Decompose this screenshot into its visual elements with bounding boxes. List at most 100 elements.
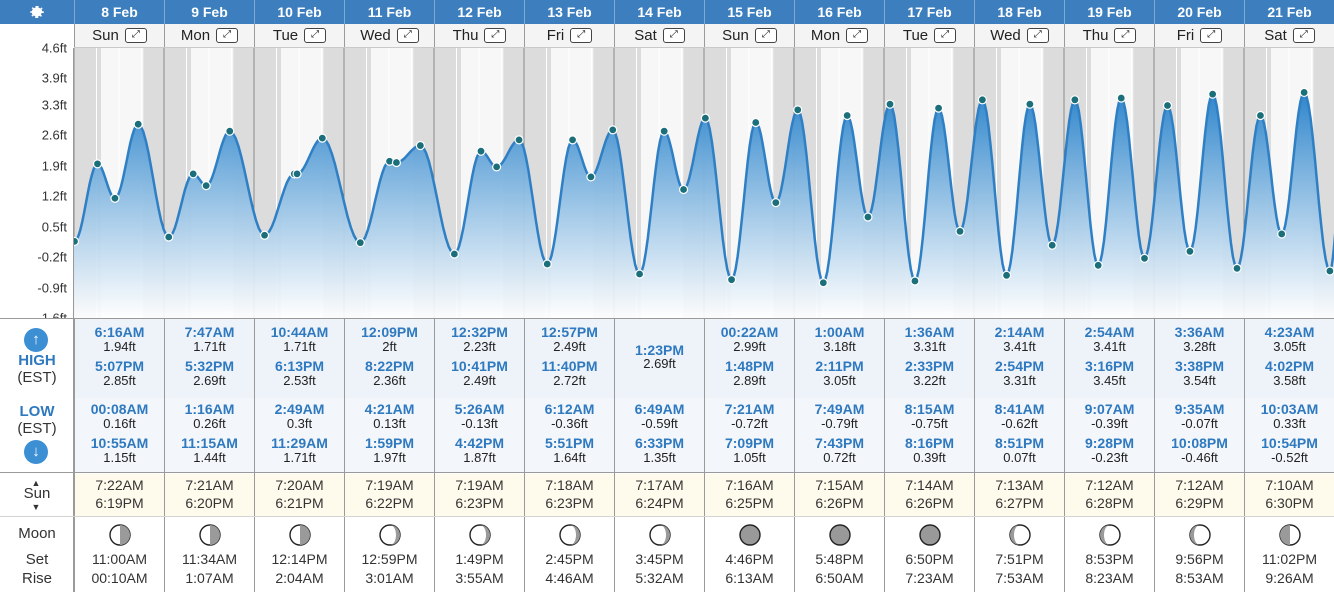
tide-extreme-point[interactable] bbox=[977, 95, 987, 105]
tide-extreme-point[interactable] bbox=[885, 99, 895, 109]
tide-extreme-point[interactable] bbox=[1277, 229, 1287, 239]
expand-icon[interactable]: ⤢ bbox=[934, 28, 957, 43]
moonrise-time: 6:50AM bbox=[815, 570, 864, 586]
moonset-time: 11:02PM bbox=[1262, 551, 1317, 567]
tide-extreme-point[interactable] bbox=[201, 181, 211, 191]
date-column-header: 19 Feb bbox=[1064, 0, 1154, 24]
tide-extreme-point[interactable] bbox=[1093, 260, 1103, 270]
tide-extreme-point[interactable] bbox=[188, 169, 198, 179]
tide-extreme-point[interactable] bbox=[678, 184, 689, 195]
tide-extreme-point[interactable] bbox=[92, 159, 103, 169]
tide-extreme-point[interactable] bbox=[317, 133, 327, 143]
tide-extreme-point[interactable] bbox=[74, 236, 80, 246]
tide-extreme-point[interactable] bbox=[1255, 110, 1266, 121]
day-name: Thu bbox=[1082, 27, 1109, 44]
settings-button[interactable] bbox=[0, 0, 74, 24]
tide-extreme-point[interactable] bbox=[449, 249, 459, 259]
tide-extreme-point[interactable] bbox=[793, 105, 803, 115]
tide-extreme-point[interactable] bbox=[700, 113, 710, 123]
up-arrow-icon[interactable]: ↑ bbox=[24, 328, 48, 352]
tide-extreme-point[interactable] bbox=[1325, 266, 1334, 276]
expand-icon[interactable]: ⤢ bbox=[754, 28, 777, 43]
tide-extreme-point[interactable] bbox=[355, 238, 365, 248]
tide-extreme-point[interactable] bbox=[492, 162, 502, 172]
low-tide-time: 10:54PM bbox=[1261, 435, 1318, 451]
expand-icon[interactable]: ⤢ bbox=[846, 28, 869, 43]
expand-icon[interactable]: ⤢ bbox=[216, 28, 239, 43]
day-cell: Tue ⤢ bbox=[885, 24, 974, 47]
tide-extreme-point[interactable] bbox=[726, 275, 737, 285]
moonrise-time: 9:26AM bbox=[1265, 570, 1314, 586]
tide-extreme-point[interactable] bbox=[1185, 246, 1195, 256]
tide-extreme-point[interactable] bbox=[133, 119, 143, 129]
tide-extreme-point[interactable] bbox=[1116, 93, 1126, 103]
expand-icon[interactable]: ⤢ bbox=[570, 28, 593, 43]
tide-extreme-point[interactable] bbox=[292, 169, 302, 179]
high-tide-height: 2.23ft bbox=[463, 339, 496, 354]
tide-extreme-point[interactable] bbox=[910, 276, 920, 286]
moonset-time: 6:50PM bbox=[905, 551, 954, 567]
tide-extreme-point[interactable] bbox=[391, 157, 402, 168]
day-name: Thu bbox=[452, 27, 479, 44]
tide-extreme-point[interactable] bbox=[259, 230, 270, 240]
expand-icon[interactable]: ⤢ bbox=[304, 28, 327, 43]
tide-extreme-point[interactable] bbox=[1047, 240, 1057, 250]
tide-extreme-point[interactable] bbox=[164, 232, 174, 242]
tide-extreme-point[interactable] bbox=[476, 146, 486, 156]
y-axis: -1.6ft-0.9ft-0.2ft0.5ft1.2ft1.9ft2.6ft3.… bbox=[0, 41, 74, 326]
moonset-time: 5:48PM bbox=[815, 551, 864, 567]
tide-extreme-point[interactable] bbox=[608, 125, 618, 135]
high-tide-time: 5:07PM bbox=[94, 358, 145, 374]
high-tide-time: 12:32PM bbox=[451, 324, 508, 340]
expand-icon[interactable]: ⤢ bbox=[396, 28, 419, 43]
expand-icon[interactable]: ⤢ bbox=[124, 28, 147, 43]
expand-icon[interactable]: ⤢ bbox=[1114, 28, 1137, 43]
tide-extreme-point[interactable] bbox=[542, 259, 552, 269]
tide-extreme-point[interactable] bbox=[1299, 87, 1309, 98]
low-tide-time: 8:51PM bbox=[994, 435, 1045, 451]
sunrise-time: 7:14AM bbox=[905, 477, 954, 493]
tide-extreme-point[interactable] bbox=[514, 135, 524, 145]
tide-extreme-point[interactable] bbox=[955, 226, 965, 236]
tide-extreme-point[interactable] bbox=[634, 269, 645, 279]
tide-extreme-point[interactable] bbox=[751, 117, 761, 128]
low-tide-time: 4:42PM bbox=[454, 435, 505, 451]
tide-extreme-point[interactable] bbox=[1070, 95, 1080, 105]
tide-extreme-point[interactable] bbox=[1025, 99, 1035, 109]
tide-extreme-point[interactable] bbox=[110, 193, 120, 203]
low-tide-height: 0.13ft bbox=[373, 416, 406, 431]
low-tide-height: -0.62ft bbox=[1001, 416, 1038, 431]
expand-icon[interactable]: ⤢ bbox=[662, 28, 685, 43]
high-tide-height: 1.71ft bbox=[283, 339, 316, 354]
tide-extreme-point[interactable] bbox=[818, 278, 828, 288]
low-tide-height: 1.71ft bbox=[283, 450, 316, 465]
tide-extreme-point[interactable] bbox=[1139, 253, 1150, 263]
tide-extreme-point[interactable] bbox=[933, 103, 944, 113]
expand-icon[interactable]: ⤢ bbox=[1200, 28, 1223, 43]
expand-icon[interactable]: ⤢ bbox=[1026, 28, 1049, 43]
tide-extreme-point[interactable] bbox=[567, 135, 578, 145]
moon-phase-icon bbox=[1098, 524, 1121, 546]
tide-extreme-point[interactable] bbox=[771, 197, 781, 208]
expand-icon[interactable]: ⤢ bbox=[1292, 28, 1315, 43]
tide-extreme-point[interactable] bbox=[415, 140, 425, 151]
tide-extreme-point[interactable] bbox=[659, 126, 669, 136]
moon-phase-icon bbox=[198, 524, 221, 546]
day-column-header: Sat ⤢ bbox=[614, 24, 704, 47]
tide-extreme-point[interactable] bbox=[863, 212, 873, 222]
tide-extreme-point[interactable] bbox=[586, 172, 596, 182]
tide-extreme-point[interactable] bbox=[225, 126, 235, 136]
tide-extreme-point[interactable] bbox=[1001, 270, 1012, 280]
sunrise-time: 7:19AM bbox=[455, 477, 504, 493]
expand-icon[interactable]: ⤢ bbox=[484, 28, 507, 43]
date-column-header: 9 Feb bbox=[164, 0, 254, 24]
tide-extreme-point[interactable] bbox=[1232, 263, 1242, 273]
sunrise-time: 7:22AM bbox=[95, 477, 144, 493]
high-tide-time: 2:11PM bbox=[815, 358, 864, 374]
tide-extreme-point[interactable] bbox=[842, 110, 852, 121]
tide-extreme-point[interactable] bbox=[1162, 100, 1173, 111]
low-tide-height: -0.23ft bbox=[1091, 450, 1128, 465]
tide-extreme-point[interactable] bbox=[1208, 89, 1218, 99]
day-column: 1:23PM 2.69ft 6:49AM -0.59ft 6:33PM 1.35ft 7:1… bbox=[614, 318, 704, 592]
down-arrow-icon[interactable]: ↓ bbox=[24, 440, 48, 464]
